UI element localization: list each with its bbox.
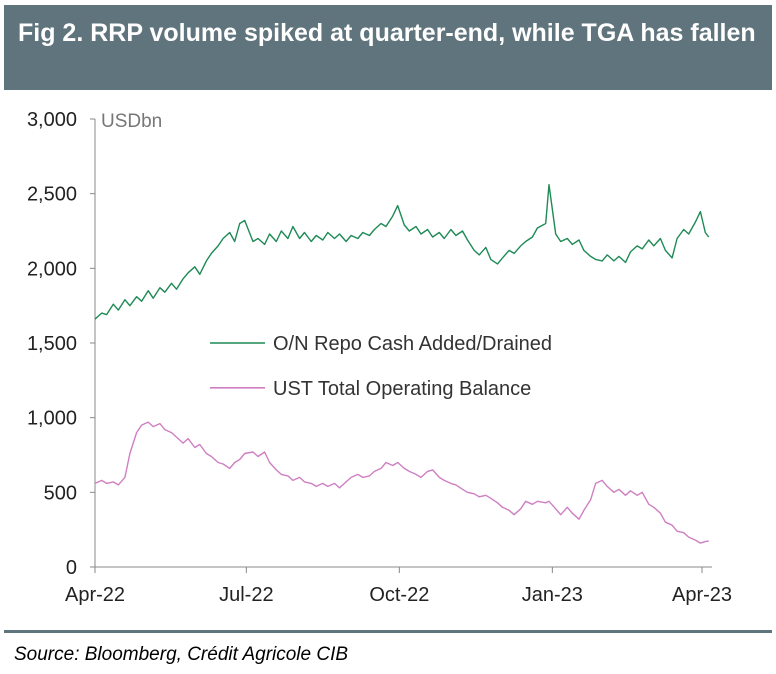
chart-title: Fig 2. RRP volume spiked at quarter-end,…	[18, 19, 756, 47]
x-tick-label: Jul-22	[219, 584, 273, 606]
line-chart: 0 500 1,000 1,500 2,000 2,500 3,000 USDbn Apr-2…	[27, 109, 732, 606]
legend-label: O/N Repo Cash Added/Drained	[273, 333, 552, 355]
title-banner: Fig 2. RRP volume spiked at quarter-end,…	[4, 5, 772, 90]
x-tick-label: Jan-23	[522, 584, 583, 606]
y-tick-label: 500	[44, 482, 77, 504]
x-tick-label: Apr-23	[672, 584, 732, 606]
y-axis: 0 500 1,000 1,500 2,000 2,500 3,000 USDbn	[27, 109, 162, 579]
y-tick-label: 3,000	[27, 109, 77, 131]
legend-label: UST Total Operating Balance	[273, 378, 531, 400]
x-tick-label: Apr-22	[65, 584, 125, 606]
x-tick-label: Oct-22	[369, 584, 429, 606]
y-tick-label: 1,500	[27, 333, 77, 355]
y-tick-label: 0	[66, 557, 77, 579]
y-tick-label: 2,500	[27, 184, 77, 206]
series-line-0	[94, 184, 710, 320]
x-axis: Apr-22 Jul-22 Oct-22 Jan-23 Apr-23	[65, 566, 732, 606]
legend: O/N Repo Cash Added/Drained UST Total Ope…	[210, 333, 552, 400]
source-note: Source: Bloomberg, Crédit Agricole CIB	[14, 644, 349, 665]
chart-area: 0 500 1,000 1,500 2,000 2,500 3,000 USDbn Apr-2…	[0, 90, 776, 630]
series-layer	[94, 184, 710, 544]
bottom-rule	[4, 630, 772, 633]
y-tick-label: 1,000	[27, 408, 77, 430]
series-line-1	[94, 421, 709, 544]
y-tick-label: 2,000	[27, 258, 77, 280]
y-unit-label: USDbn	[101, 111, 162, 132]
